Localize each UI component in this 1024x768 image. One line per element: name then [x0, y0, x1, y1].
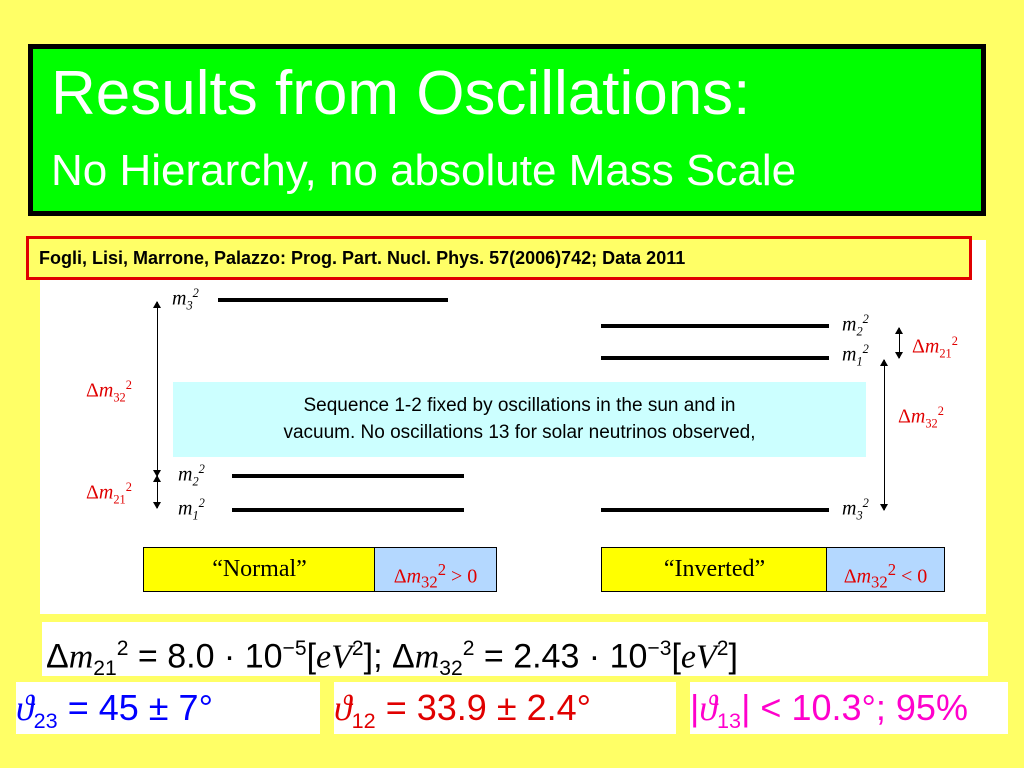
normal-dm21-arrow	[153, 475, 161, 509]
mass-splitting-formula: Δm212 = 8.0 · 10−5[eV2]; Δm322 = 2.43 · …	[46, 637, 738, 681]
inverted-condition: Δm322 < 0	[826, 547, 945, 592]
formula-bar: Δm212 = 8.0 · 10−5[eV2]; Δm322 = 2.43 · …	[42, 622, 988, 680]
inverted-dm32-arrow	[880, 359, 888, 511]
dm32-value: 2.43 · 10	[513, 637, 648, 676]
inverted-dm21-label: Δm212	[912, 334, 958, 361]
inverted-m1-label: m12	[842, 342, 869, 369]
dm21-value: 8.0 · 10	[167, 637, 283, 676]
theta13-box: |ϑ13| < 10.3°; 95%	[690, 682, 1008, 734]
normal-m1-label: m12	[178, 496, 205, 523]
title-box: Results from Oscillations: No Hierarchy,…	[28, 44, 986, 216]
inverted-m1-line	[601, 356, 829, 360]
note-line-1: Sequence 1-2 fixed by oscillations in th…	[303, 395, 736, 416]
theta23-box: ϑ23 = 45 ± 7°	[16, 682, 320, 734]
slide-title: Results from Oscillations:	[51, 59, 751, 128]
normal-m3-label: m32	[172, 286, 199, 313]
inverted-m3-line	[601, 508, 829, 512]
normal-dm32-arrow	[153, 301, 161, 477]
theta12-value: = 33.9 ± 2.4°	[385, 687, 592, 728]
inverted-dm32-label: Δm322	[898, 404, 944, 431]
normal-m3-line	[218, 298, 448, 302]
normal-dm32-label: Δm322	[86, 378, 132, 405]
citation: Fogli, Lisi, Marrone, Palazzo: Prog. Par…	[26, 236, 972, 280]
note-line-2: vacuum. No oscillations 13 for solar neu…	[283, 422, 756, 443]
theta23-value: = 45 ± 7°	[67, 687, 213, 728]
inverted-m2-line	[601, 324, 829, 328]
inverted-dm21-arrow	[895, 327, 903, 359]
note-box: Sequence 1-2 fixed by oscillations in th…	[173, 382, 866, 457]
inverted-label: “Inverted”	[601, 547, 828, 592]
normal-m2-line	[232, 474, 464, 478]
inverted-m3-label: m32	[842, 496, 869, 523]
theta13-value: < 10.3°; 95%	[760, 687, 968, 728]
normal-dm21-label: Δm212	[86, 480, 132, 507]
theta12-box: ϑ12 = 33.9 ± 2.4°	[334, 682, 676, 734]
normal-m1-line	[232, 508, 464, 512]
inverted-m2-label: m22	[842, 312, 869, 339]
normal-m2-label: m22	[178, 462, 205, 489]
normal-condition: Δm322 > 0	[374, 547, 497, 592]
normal-label: “Normal”	[143, 547, 376, 592]
slide-subtitle: No Hierarchy, no absolute Mass Scale	[51, 146, 797, 195]
